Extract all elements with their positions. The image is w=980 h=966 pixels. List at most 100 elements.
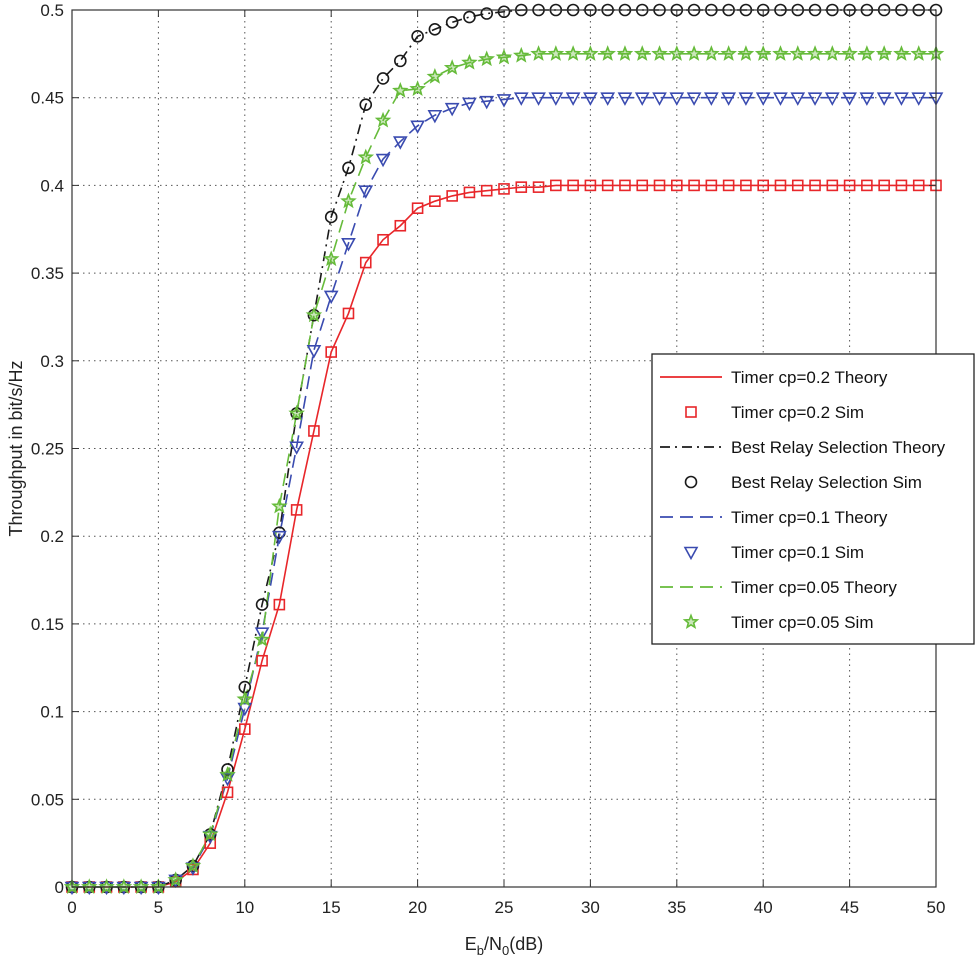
series-marker-0 [429,195,441,207]
series-marker-3 [236,690,254,707]
series-marker-2 [513,92,529,106]
series-marker-3 [910,45,927,61]
x-tick-label: 15 [322,898,341,917]
series-marker-0 [308,425,320,437]
series-marker-0 [688,179,700,192]
series-marker-1 [480,7,494,20]
series-marker-0 [532,181,545,193]
series-marker-2 [565,92,581,106]
legend-label: Timer cp=0.2 Theory [731,368,888,387]
series-marker-2 [462,97,477,112]
series-marker-0 [861,179,873,192]
series-line-3 [72,53,936,888]
series-marker-3 [167,871,184,888]
series-marker-3 [547,45,565,61]
series-marker-1 [497,5,511,19]
series-marker-2 [755,92,771,106]
series-marker-3 [841,45,858,61]
series-marker-3 [322,250,340,267]
x-tick-label: 0 [67,898,76,917]
series-marker-3 [288,404,305,421]
y-tick-label: 0.5 [40,1,64,20]
series-marker-3 [806,45,824,61]
series-marker-0 [670,179,683,192]
series-marker-2 [721,92,736,106]
series-marker-2 [358,185,374,199]
series-marker-0 [895,179,908,192]
series-marker-2 [479,95,495,110]
series-marker-1 [445,15,459,29]
series-marker-0 [273,598,286,611]
legend-label: Timer cp=0.1 Sim [731,543,864,562]
y-tick-label: 0.15 [31,615,64,634]
series-marker-0 [342,307,355,320]
series-marker-3 [219,766,236,782]
series-marker-0 [878,179,890,192]
legend-label: Timer cp=0.05 Theory [731,578,897,597]
series-marker-3 [132,878,150,895]
series-marker-3 [305,306,323,323]
series-marker-0 [411,202,424,215]
series-marker-0 [290,504,303,516]
series-marker-2 [634,92,650,106]
series-marker-3 [789,45,807,61]
series-marker-2 [600,92,616,106]
series-marker-2 [392,136,408,150]
series-marker-1 [376,72,390,85]
x-axis-title-unit: (dB) [509,934,543,954]
x-tick-label: 40 [754,898,773,917]
y-tick-label: 0.35 [31,264,64,283]
legend-label: Timer cp=0.2 Sim [731,403,864,422]
series-marker-2 [859,92,875,106]
series-marker-3 [685,45,703,61]
legend-label: Timer cp=0.05 Sim [731,613,874,632]
series-marker-0 [480,184,493,197]
series-marker-0 [377,233,389,246]
y-tick-label: 0.3 [40,352,64,371]
series-marker-0 [809,179,821,192]
series-marker-2 [341,237,356,252]
series-marker-0 [463,186,476,199]
series-marker-1 [411,30,424,43]
series-marker-2 [548,92,564,106]
series-marker-0 [498,183,510,195]
series-marker-3 [599,45,616,61]
series-marker-2 [444,102,460,117]
series-marker-3 [201,825,219,842]
series-marker-3 [253,630,271,647]
series-marker-3 [824,45,841,61]
y-tick-label: 0.4 [40,176,64,195]
legend-label: Best Relay Selection Sim [731,473,922,492]
series-marker-3 [495,48,513,65]
series-marker-2 [686,92,702,106]
series-marker-3 [98,878,115,895]
series-marker-1 [324,210,338,224]
series-marker-0 [584,179,597,192]
series-marker-0 [204,837,217,849]
series-marker-2 [272,530,287,545]
series-marker-0 [740,179,752,192]
series-marker-0 [325,346,338,358]
series-marker-3 [374,111,392,128]
y-tick-label: 0.2 [40,527,64,546]
series-marker-3 [426,67,444,84]
series-marker-3 [720,45,737,61]
series-marker-3 [461,53,478,70]
y-tick-label: 0.1 [40,703,64,722]
series-marker-2 [807,92,823,106]
series-marker-0 [239,723,251,735]
series-marker-3 [81,878,98,895]
series-marker-0 [446,190,458,202]
series-marker-2 [876,92,892,106]
y-tick-label: 0.05 [31,790,64,809]
series-marker-0 [567,179,579,192]
legend-swatch-marker [684,475,698,489]
series-marker-0 [774,179,787,192]
series-marker-3 [357,148,375,165]
series-marker-3 [893,45,910,61]
legend-swatch-marker [685,406,697,418]
series-marker-1 [359,98,373,112]
y-tick-label: 0 [55,878,64,897]
series-marker-2 [323,290,339,305]
